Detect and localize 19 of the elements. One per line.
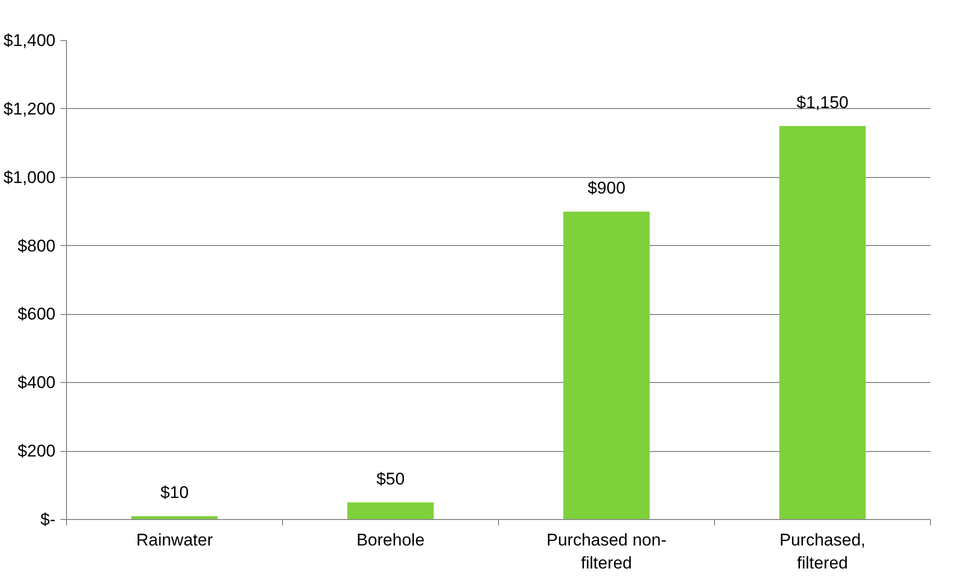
y-tick-label: $1,400: [4, 31, 56, 50]
bar: [347, 502, 434, 520]
y-tick-label: $-: [40, 510, 56, 529]
bar: [563, 212, 650, 520]
data-label: $10: [160, 483, 189, 502]
y-tick-label: $1,200: [4, 99, 56, 118]
data-label: $1,150: [796, 93, 848, 112]
x-tick-label: Purchased, filtered: [780, 530, 866, 572]
x-tick-label: Rainwater: [136, 530, 214, 550]
data-label: $50: [376, 469, 405, 488]
bar: [779, 126, 866, 520]
y-tick-label: $800: [18, 236, 56, 256]
data-label: $900: [588, 178, 626, 198]
y-tick-label: $200: [18, 442, 56, 461]
y-tick-label: $600: [18, 304, 56, 324]
y-tick-label: $400: [18, 373, 56, 392]
y-tick-label: $1,000: [4, 168, 56, 187]
x-tick-label: Purchased non- filtered: [546, 530, 667, 572]
x-tick-label: Borehole: [356, 530, 425, 550]
